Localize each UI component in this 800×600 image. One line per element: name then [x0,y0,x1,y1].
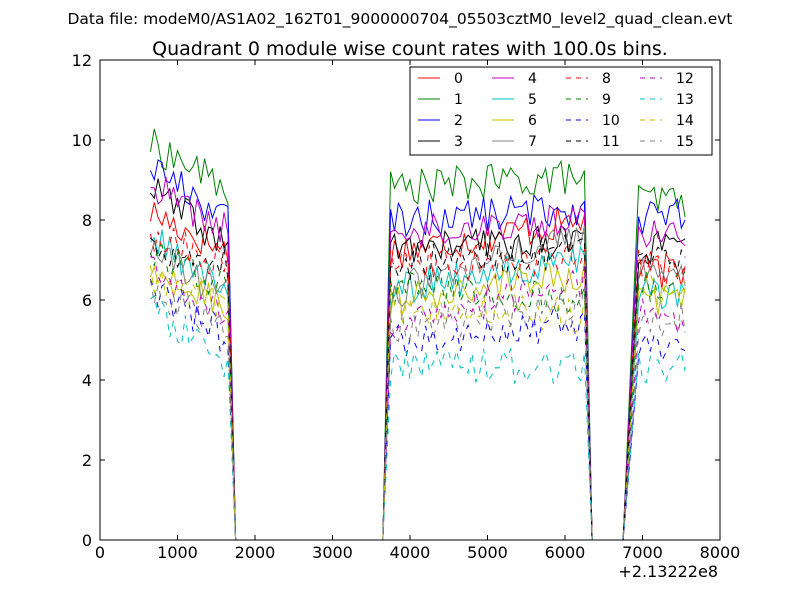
legend-label-13: 13 [676,92,694,108]
legend-label-1: 1 [454,92,463,108]
legend-label-15: 15 [676,134,694,150]
legend-frame [409,66,713,156]
legend-label-7: 7 [528,134,537,150]
legend-label-2: 2 [454,113,463,129]
y-tick-label: 10 [72,131,92,150]
y-tick-label: 0 [82,531,92,550]
x-tick-label: 1000 [157,543,198,562]
legend-label-9: 9 [602,92,611,108]
x-tick-label: 8000 [700,543,741,562]
series-line-11 [150,233,686,541]
legend-label-8: 8 [602,71,611,87]
x-tick-label: 5000 [467,543,508,562]
legend-label-14: 14 [676,113,694,129]
y-tick-label: 4 [82,371,92,390]
x-offset-label: +2.13222e8 [618,562,718,581]
x-axis: 0 1000 2000 3000 4000 5000 6000 7000 8000 [95,60,740,562]
legend-label-11: 11 [602,134,620,150]
legend-label-12: 12 [676,71,694,87]
chart-title: Quadrant 0 module wise count rates with … [152,38,668,60]
x-tick-label: 3000 [312,543,353,562]
x-tick-label: 2000 [235,543,276,562]
y-tick-label: 2 [82,451,92,470]
legend-label-6: 6 [528,113,537,129]
suptitle: Data file: modeM0/AS1A02_162T01_90000007… [67,10,732,29]
x-tick-label: 6000 [545,543,586,562]
series-line-14 [149,265,686,541]
legend-label-10: 10 [602,113,620,129]
y-tick-label: 8 [82,211,92,230]
x-tick-label: 0 [95,543,105,562]
legend-label-3: 3 [454,134,463,150]
y-tick-label: 6 [82,291,92,310]
legend-label-4: 4 [528,71,537,87]
series-line-9 [149,244,686,541]
series-layer [149,128,686,541]
series-line-15 [149,280,686,541]
x-tick-label: 4000 [390,543,431,562]
x-tick-label: 7000 [622,543,663,562]
legend-label-5: 5 [528,92,537,108]
legend-label-0: 0 [454,71,463,87]
series-line-12 [150,255,686,541]
y-tick-label: 12 [72,51,92,70]
